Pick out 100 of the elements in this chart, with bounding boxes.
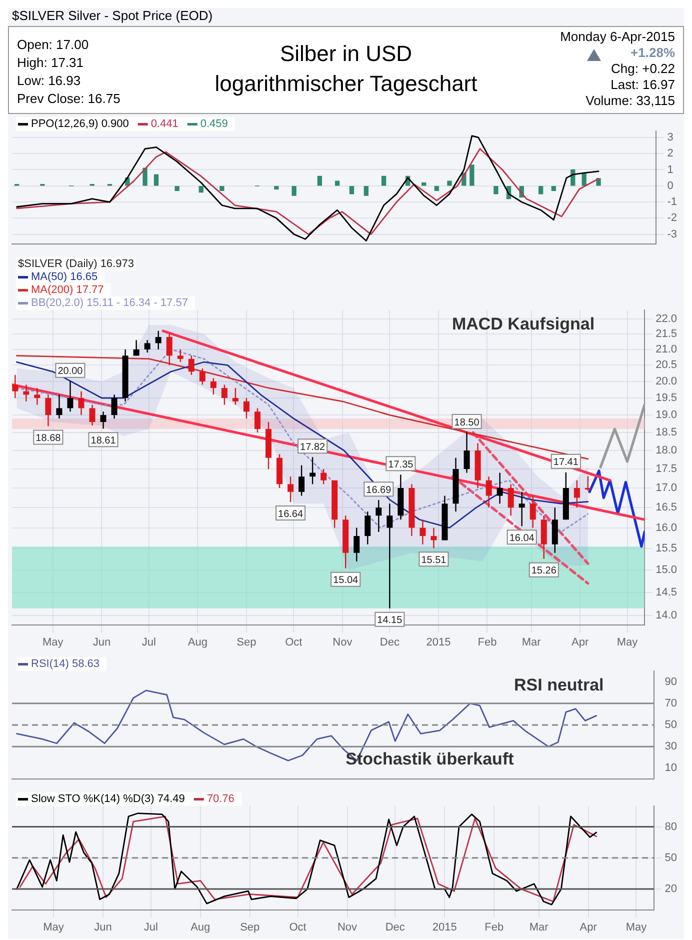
legend-label: BB(20,2.0) 15.11 - 16.34 - 17.57 xyxy=(31,297,188,310)
y-tick-label: -2 xyxy=(667,212,677,224)
y-tick-label: -1 xyxy=(667,196,677,208)
y-tick-label: 3 xyxy=(667,131,674,144)
x-tick-label: Oct xyxy=(289,921,306,934)
candlestick xyxy=(574,480,580,508)
candlestick xyxy=(496,472,503,504)
candlestick xyxy=(199,368,206,386)
candlestick xyxy=(133,339,140,356)
y-tick-label: 18.5 xyxy=(656,426,678,439)
y-tick-label: 17.5 xyxy=(656,463,678,476)
y-tick-label: 21.0 xyxy=(656,343,678,356)
y-tick-label: 2 xyxy=(667,148,674,160)
x-tick-label: Dec xyxy=(385,921,406,934)
legend-label: 70.76 xyxy=(206,793,234,806)
y-tick-label: 15.0 xyxy=(656,564,678,576)
text: Chg: +0.22 xyxy=(611,61,675,76)
bar xyxy=(292,186,296,196)
candlestick xyxy=(298,464,305,496)
candlestick xyxy=(584,476,591,492)
bar xyxy=(538,186,544,194)
legend-label: MA(50) 16.65 xyxy=(31,271,98,284)
bar xyxy=(274,186,279,190)
candlestick xyxy=(111,394,118,420)
x-tick-label: Aug xyxy=(188,636,208,648)
bar xyxy=(174,186,180,192)
y-tick-label: 18.0 xyxy=(656,444,678,457)
annotation: 17.82 xyxy=(300,442,326,453)
candlestick xyxy=(23,384,30,402)
y-tick-label: -3 xyxy=(667,228,677,240)
text: Low: 16.93 xyxy=(17,73,81,88)
annotation: 17.35 xyxy=(388,459,414,470)
x-tick-label: Jun xyxy=(92,636,111,648)
chart-title: $SILVER (Daily) 16.973 xyxy=(18,258,134,270)
annotation: RSI neutral xyxy=(514,676,604,695)
x-tick-label: Jun xyxy=(94,921,112,934)
x-tick-label: May xyxy=(616,636,638,648)
candlestick xyxy=(221,384,228,406)
legend-label: Slow STO %K(14) %D(3) 74.49 xyxy=(31,793,185,806)
y-tick-label: 1 xyxy=(667,164,674,176)
annotation: 16.64 xyxy=(278,508,304,520)
bar xyxy=(198,186,204,193)
text: Last: 16.97 xyxy=(610,77,675,92)
x-tick-label: Apr xyxy=(572,636,589,648)
legend-label: PPO(12,26,9) 0.900 xyxy=(31,118,129,130)
y-tick-label: 17.0 xyxy=(656,482,678,494)
candlestick xyxy=(420,519,426,545)
candlestick xyxy=(177,348,184,363)
y-tick-label: 15.5 xyxy=(656,542,678,555)
annotation: MACD Kaufsignal xyxy=(452,314,595,334)
candlestick xyxy=(243,397,250,420)
x-tick-label: 2015 xyxy=(432,921,457,934)
candlestick xyxy=(430,527,437,549)
x-tick-label: Feb xyxy=(478,636,497,648)
bar xyxy=(551,186,556,192)
candlestick xyxy=(310,456,316,485)
x-tick-label: May xyxy=(626,921,648,934)
text: Volume: 33,115 xyxy=(586,93,675,108)
legend-label: 0.441 xyxy=(150,118,178,130)
y-tick-label: 50 xyxy=(664,852,678,864)
y-tick-label: 50 xyxy=(664,719,678,732)
candlestick xyxy=(288,476,294,503)
x-tick-label: Dec xyxy=(380,636,400,648)
bar xyxy=(317,176,322,186)
bar xyxy=(381,176,386,186)
candlestick xyxy=(155,330,162,350)
text: Monday 6-Apr-2015 xyxy=(560,29,675,44)
annotation: 14.15 xyxy=(377,615,403,626)
candlestick xyxy=(376,499,382,532)
candlestick xyxy=(166,333,172,366)
candlestick xyxy=(464,432,470,474)
candlestick xyxy=(89,404,96,426)
candlestick xyxy=(188,355,194,376)
x-tick-label: Mar xyxy=(522,636,542,648)
candlestick xyxy=(254,408,260,434)
y-tick-label: 19.0 xyxy=(656,409,678,422)
y-tick-label: 70 xyxy=(664,697,678,710)
x-tick-label: Jul xyxy=(142,636,156,648)
candlestick xyxy=(78,390,84,416)
candlestick xyxy=(56,394,62,420)
candlestick xyxy=(518,491,525,527)
x-tick-label: Sep xyxy=(236,636,256,648)
y-tick-label: 20.5 xyxy=(656,359,678,372)
candlestick xyxy=(320,468,327,485)
candlestick xyxy=(508,484,514,516)
bar xyxy=(154,174,159,186)
legend-label: RSI(14) 58.63 xyxy=(31,658,100,670)
text: $SILVER Silver - Spot Price (EOD) xyxy=(11,8,214,25)
annotation: 15.26 xyxy=(531,566,557,577)
bar xyxy=(434,186,439,192)
text: Prev Close: 16.75 xyxy=(17,91,120,106)
text: Open: 17.00 xyxy=(17,37,89,52)
candlestick xyxy=(364,510,371,545)
annotation: 18.68 xyxy=(36,432,62,444)
annotation: 18.50 xyxy=(454,417,480,428)
y-tick-label: 90 xyxy=(664,676,678,688)
bar xyxy=(447,180,452,186)
candlestick xyxy=(34,387,40,406)
x-tick-label: Jul xyxy=(144,921,158,934)
y-tick-label: 20.0 xyxy=(656,375,678,388)
